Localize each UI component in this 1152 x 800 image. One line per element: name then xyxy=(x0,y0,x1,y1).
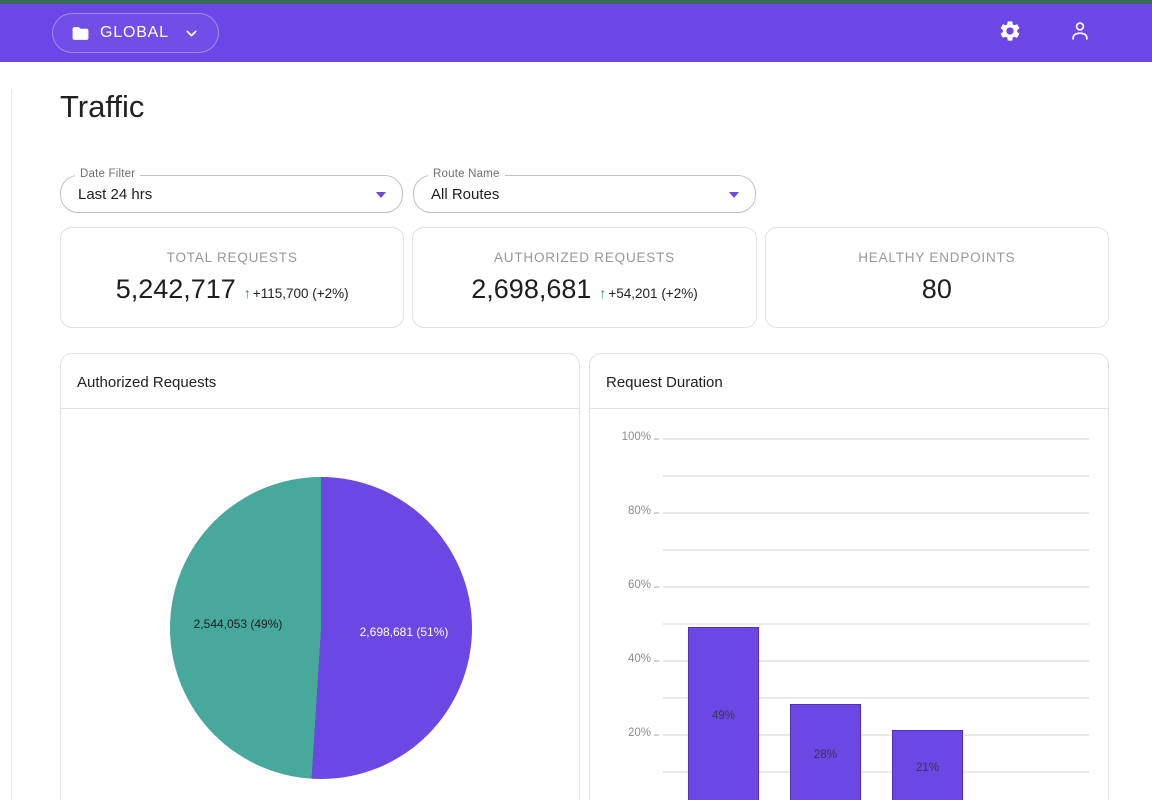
window-top-strip xyxy=(0,0,1152,4)
app-bar: GLOBAL xyxy=(0,4,1152,62)
bar xyxy=(790,704,861,800)
bar-value-label: 21% xyxy=(915,762,940,775)
stat-delta: ↑ +54,201 (+2%) xyxy=(599,285,697,301)
route-name-select[interactable]: Route Name All Routes xyxy=(413,168,756,213)
pie-slice-label-purple: 2,698,681 (51%) xyxy=(359,625,449,639)
gridline xyxy=(663,660,1089,662)
stat-card-total-requests: TOTAL REQUESTS 5,242,717 ↑ +115,700 (+2%) xyxy=(60,227,405,328)
main-content: Traffic Date Filter Last 24 hrs Route Na… xyxy=(0,89,1152,800)
y-axis-tick xyxy=(654,438,659,440)
gridline xyxy=(663,586,1089,588)
bar-value-label: 28% xyxy=(813,749,838,762)
org-selector-label: GLOBAL xyxy=(100,24,169,41)
gridline xyxy=(663,771,1089,773)
trend-up-icon: ↑ xyxy=(599,285,607,301)
trend-up-icon: ↑ xyxy=(243,285,251,301)
date-filter-value: Last 24 hrs xyxy=(78,185,153,203)
gear-icon xyxy=(1000,20,1020,41)
charts-row: Authorized Requests 2,544,053 (49%) 2,69… xyxy=(60,353,1109,800)
bar xyxy=(892,730,963,800)
page-title: Traffic xyxy=(60,89,145,124)
stat-card-authorized-requests: AUTHORIZED REQUESTS 2,698,681 ↑ +54,201 (… xyxy=(412,227,757,328)
stat-value: 80 xyxy=(921,274,952,304)
y-axis-tick xyxy=(654,586,659,588)
card-header: Request Duration xyxy=(590,354,1108,409)
y-axis-tick xyxy=(654,512,659,514)
card-header: Authorized Requests xyxy=(61,354,579,409)
folder-icon xyxy=(71,24,90,43)
y-axis-tick-label: 20% xyxy=(627,727,651,739)
bar-value-label: 49% xyxy=(711,710,736,723)
gridline xyxy=(663,623,1089,625)
y-axis-tick-label: 40% xyxy=(627,653,651,665)
dropdown-caret-icon xyxy=(729,192,739,198)
dropdown-caret-icon xyxy=(376,192,386,198)
stat-label: AUTHORIZED REQUESTS xyxy=(494,250,675,265)
stat-label: HEALTHY ENDPOINTS xyxy=(858,250,1016,265)
gridline xyxy=(663,475,1089,477)
settings-button[interactable] xyxy=(998,19,1022,48)
gridline xyxy=(663,734,1089,736)
stat-label: TOTAL REQUESTS xyxy=(166,250,298,265)
card-title: Request Duration xyxy=(606,374,723,391)
org-selector-button[interactable]: GLOBAL xyxy=(52,13,219,53)
pie-slice-label-teal: 2,544,053 (49%) xyxy=(193,617,283,631)
pie-chart xyxy=(170,477,472,779)
request-duration-card: Request Duration 100% 80% 60% 40% 20% 49% 28% 2… xyxy=(589,353,1109,800)
gridline xyxy=(663,549,1089,551)
stat-delta: ↑ +115,700 (+2%) xyxy=(244,285,349,301)
stat-value: 2,698,681 xyxy=(471,274,592,304)
chevron-down-icon xyxy=(183,25,200,42)
authorized-requests-card: Authorized Requests 2,544,053 (49%) 2,69… xyxy=(60,353,580,800)
date-filter-label: Date Filter xyxy=(75,168,141,180)
stat-value: 5,242,717 xyxy=(115,274,236,304)
y-axis-tick xyxy=(654,660,659,662)
bar xyxy=(688,626,759,800)
filters-row: Date Filter Last 24 hrs Route Name All R… xyxy=(60,168,1109,213)
route-name-label: Route Name xyxy=(428,168,505,180)
stat-delta-text: +115,700 (+2%) xyxy=(252,286,349,301)
route-name-value: All Routes xyxy=(431,185,500,203)
stat-card-healthy-endpoints: HEALTHY ENDPOINTS 80 xyxy=(764,227,1109,328)
gridline xyxy=(663,438,1089,440)
gridline xyxy=(663,512,1089,514)
stats-row: TOTAL REQUESTS 5,242,717 ↑ +115,700 (+2%)… xyxy=(60,227,1109,328)
account-button[interactable] xyxy=(1068,19,1092,48)
person-icon xyxy=(1072,21,1088,40)
stat-delta-text: +54,201 (+2%) xyxy=(608,286,698,301)
date-filter-select[interactable]: Date Filter Last 24 hrs xyxy=(60,168,403,213)
y-axis-tick-label: 60% xyxy=(627,579,651,591)
card-title: Authorized Requests xyxy=(77,374,217,391)
gridline xyxy=(663,697,1089,699)
y-axis-tick-label: 100% xyxy=(621,431,651,443)
y-axis-tick-label: 80% xyxy=(627,505,651,517)
y-axis-tick xyxy=(654,734,659,736)
content-left-rule xyxy=(11,89,12,800)
